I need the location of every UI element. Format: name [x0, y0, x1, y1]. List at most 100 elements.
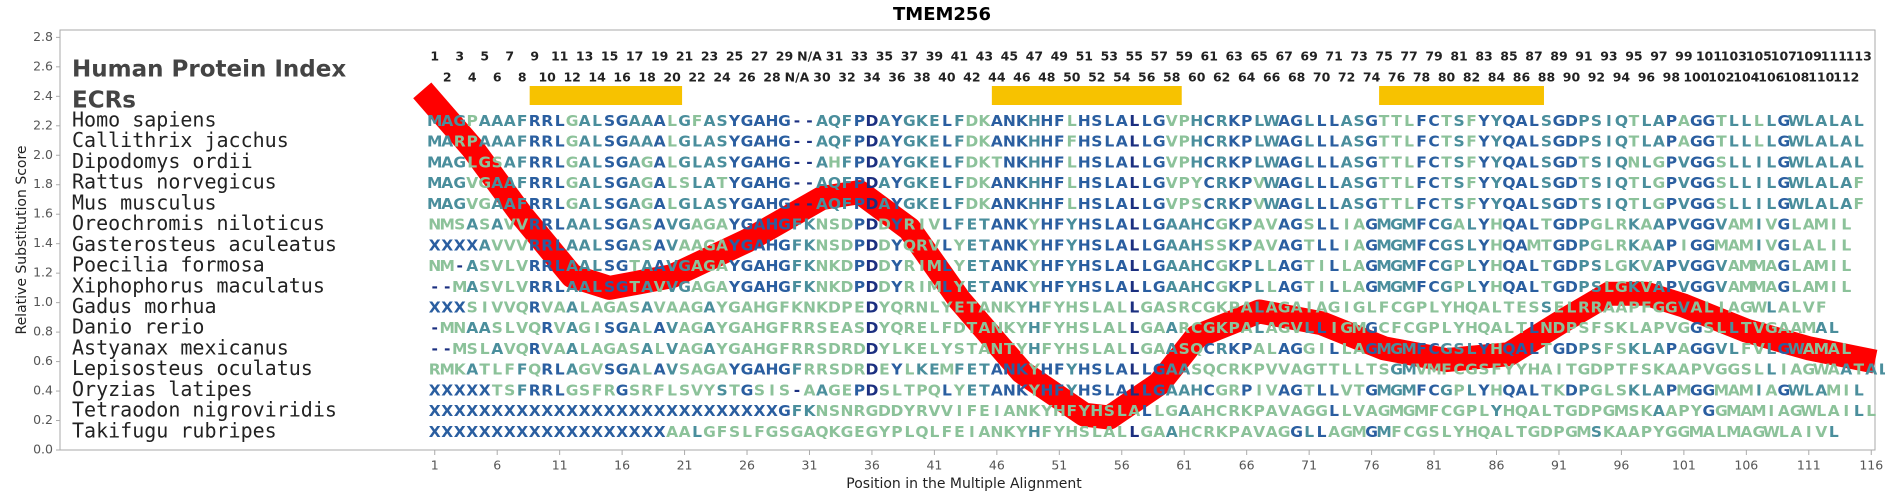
residue: K: [916, 194, 929, 212]
residue: L: [1841, 236, 1851, 254]
residue: Q: [528, 319, 541, 337]
residue: S: [879, 381, 890, 399]
residue: A: [741, 319, 753, 337]
residue: X: [441, 236, 453, 254]
residue: -: [444, 339, 450, 357]
residue: C: [1216, 402, 1227, 420]
residue: S: [1603, 319, 1614, 337]
residue: G: [616, 132, 629, 150]
residue: R: [541, 132, 553, 150]
residue: Y: [728, 132, 741, 150]
residue: N: [1015, 402, 1028, 420]
residue: Q: [1615, 112, 1628, 130]
protein-index: 103: [1721, 49, 1747, 64]
x-tick-label: 11: [552, 458, 568, 473]
residue: L: [1117, 402, 1127, 420]
residue: H: [1040, 236, 1053, 254]
residue: A: [1341, 194, 1353, 212]
residue: G: [828, 381, 841, 399]
residue: L: [1704, 298, 1714, 316]
residue: D: [878, 236, 891, 254]
residue: A: [654, 174, 666, 192]
residue: G: [1440, 277, 1453, 295]
residue: G: [616, 174, 629, 192]
residue: A: [491, 112, 503, 130]
residue: A: [629, 174, 641, 192]
residue: A: [654, 132, 666, 150]
residue: A: [591, 298, 603, 316]
residue: A: [1765, 381, 1777, 399]
residue: S: [1166, 298, 1177, 316]
residue: L: [1479, 402, 1489, 420]
residue: A: [1153, 319, 1165, 337]
residue: S: [1091, 381, 1102, 399]
residue: M: [1401, 339, 1416, 357]
protein-index: 4: [468, 70, 477, 85]
residue: R: [791, 319, 803, 337]
residue: V: [1266, 360, 1278, 378]
residue: D: [1553, 319, 1566, 337]
residue: L: [1104, 132, 1114, 150]
residue: I: [1756, 381, 1762, 399]
sequence: - MNAAS LVQRVAG I SGALAVAGAYGAHGFRRS EASDYQRE…: [432, 319, 1839, 337]
residue: A: [1815, 194, 1827, 212]
residue: F: [954, 194, 965, 212]
residue: V: [1803, 298, 1815, 316]
residue: R: [541, 112, 553, 130]
residue: L: [1129, 339, 1139, 357]
residue: L: [1142, 257, 1152, 275]
residue: X: [629, 402, 641, 420]
residue: A: [704, 319, 716, 337]
residue: Y: [878, 298, 891, 316]
residue: S: [1104, 402, 1115, 420]
residue: G: [741, 381, 754, 399]
residue: E: [842, 381, 853, 399]
residue: A: [754, 277, 766, 295]
residue: G: [1365, 339, 1378, 357]
protein-index: 51: [1076, 49, 1093, 64]
residue: L: [1117, 319, 1127, 337]
residue: A: [1640, 319, 1652, 337]
residue: M: [1376, 277, 1391, 295]
residue: S: [1716, 174, 1727, 192]
residue: M: [1376, 339, 1391, 357]
residue: G: [903, 194, 916, 212]
residue: L: [942, 236, 952, 254]
residue: L: [1267, 339, 1277, 357]
sequence: XXXS I VVQRVAALAGASAVAAGAYGAHGFKNKDPEDYQRN…: [429, 298, 1827, 316]
residue: G: [453, 153, 466, 171]
residue: P: [1578, 132, 1589, 150]
residue: L: [592, 132, 602, 150]
residue: G: [1553, 174, 1566, 192]
residue: D: [1565, 215, 1578, 233]
residue: L: [1854, 381, 1864, 399]
residue: L: [1317, 422, 1327, 440]
residue: F: [517, 194, 528, 212]
residue: T: [1579, 194, 1590, 212]
residue: V: [516, 319, 528, 337]
residue: D: [965, 132, 978, 150]
residue: Y: [890, 174, 903, 192]
residue: F: [1042, 298, 1053, 316]
y-tick-label: 1.4: [33, 235, 53, 250]
residue: X: [454, 381, 466, 399]
residue: Q: [516, 298, 529, 316]
residue: R: [1216, 132, 1228, 150]
sequence: MAGLGSAFRR LGAL SGAGALGLASYGAHG - - AHFPDAYGK…: [427, 153, 1864, 171]
residue: L: [1804, 153, 1814, 171]
residue: A: [1615, 422, 1627, 440]
residue: G: [566, 112, 579, 130]
protein-index: 47: [1026, 49, 1043, 64]
residue: G: [1553, 339, 1566, 357]
residue: S: [716, 381, 727, 399]
residue: N: [1003, 153, 1016, 171]
residue: G: [1440, 257, 1453, 275]
residue: Y: [728, 257, 741, 275]
residue: I: [1756, 174, 1762, 192]
residue: I: [769, 381, 775, 399]
residue: L: [1529, 257, 1539, 275]
residue: F: [942, 319, 953, 337]
residue: M: [452, 277, 467, 295]
residue: S: [829, 402, 840, 420]
residue: L: [480, 339, 490, 357]
